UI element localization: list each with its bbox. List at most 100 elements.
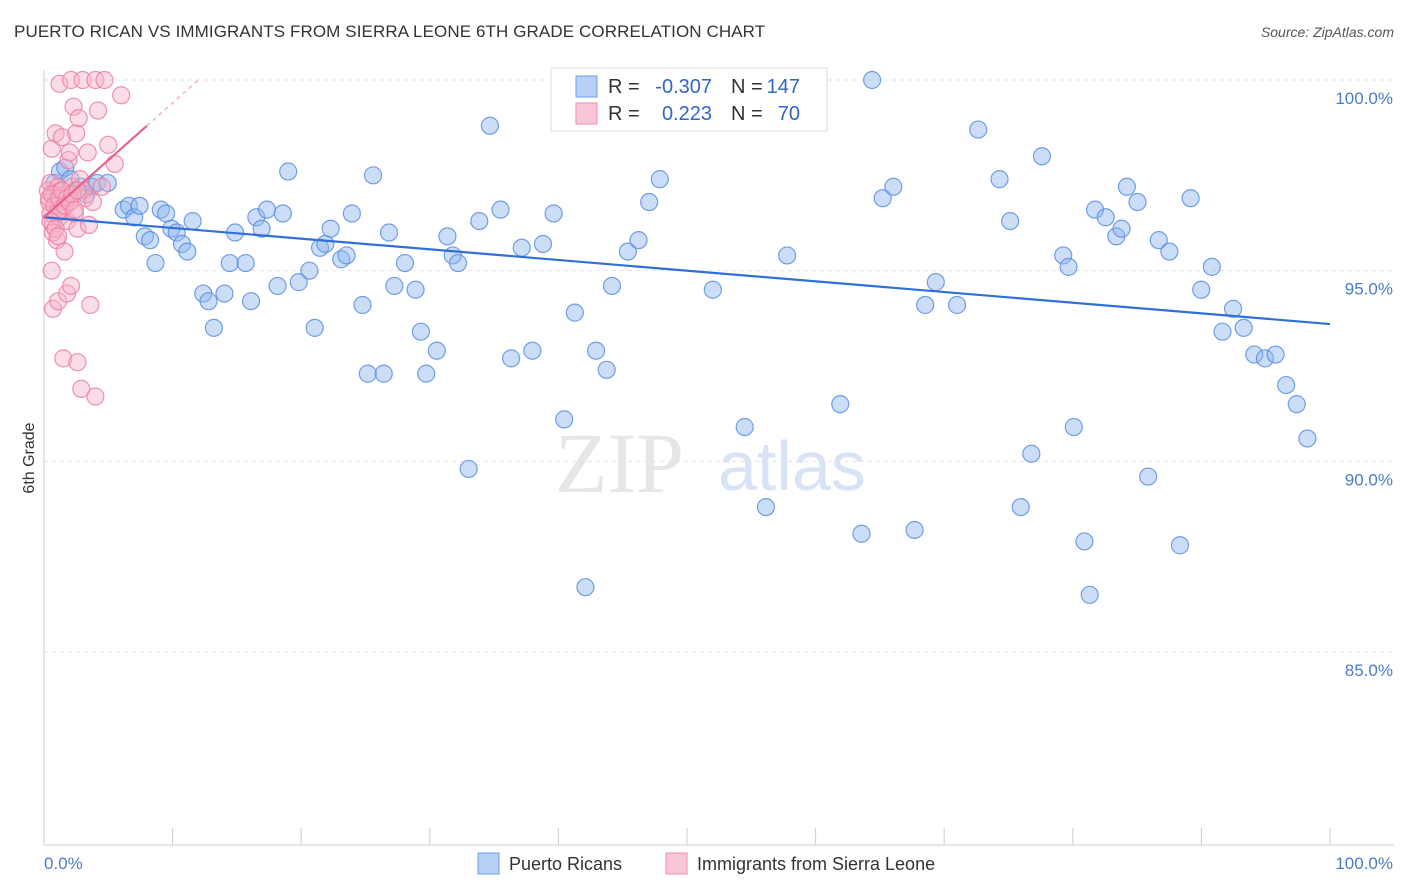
puerto-rican-point-65 <box>502 349 521 368</box>
puerto-rican-point-52 <box>385 276 404 296</box>
puerto-rican-point-120 <box>1202 257 1221 276</box>
stats-r-label-1: R = <box>608 103 640 125</box>
puerto-rican-point-95 <box>926 273 945 292</box>
chart-title: PUERTO RICAN VS IMMIGRANTS FROM SIERRA L… <box>14 22 766 41</box>
puerto-rican-point-26 <box>204 318 223 337</box>
puerto-rican-point-109 <box>1096 208 1115 227</box>
y-tick-label-95: 95.0% <box>1345 280 1393 299</box>
puerto-rican-point-28 <box>220 253 239 273</box>
puerto-rican-point-23 <box>183 211 202 231</box>
puerto-rican-point-71 <box>565 303 584 322</box>
stats-legend: R = -0.307 N = 147 R = 0.223 N = 70 <box>550 67 828 132</box>
puerto-rican-point-42 <box>316 234 335 254</box>
puerto-rican-point-38 <box>289 273 308 292</box>
stats-legend-swatch-pink <box>575 102 598 125</box>
puerto-rican-point-90 <box>862 70 882 90</box>
puerto-rican-point-33 <box>252 219 271 238</box>
puerto-rican-point-72 <box>576 578 595 597</box>
puerto-rican-point-69 <box>544 204 563 223</box>
puerto-rican-point-68 <box>533 234 553 254</box>
stats-r-value-1: 0.223 <box>662 103 712 125</box>
puerto-rican-point-121 <box>1213 322 1232 341</box>
y-axis-title: 6th Grade <box>21 422 38 493</box>
puerto-rican-point-93 <box>905 520 924 540</box>
puerto-rican-point-116 <box>1160 242 1179 261</box>
puerto-rican-point-102 <box>1032 147 1052 166</box>
puerto-rican-point-37 <box>279 162 298 181</box>
puerto-rican-point-53 <box>395 253 415 273</box>
sierra-leone-point-26 <box>60 143 79 162</box>
puerto-rican-point-61 <box>459 459 478 479</box>
puerto-rican-point-113 <box>1128 192 1147 212</box>
sierra-leone-point-36 <box>69 109 88 128</box>
puerto-rican-point-125 <box>1255 349 1275 368</box>
puerto-rican-point-77 <box>629 231 648 250</box>
puerto-rican-point-105 <box>1064 417 1083 437</box>
stats-n-value-1: 70 <box>778 103 800 125</box>
trend-line-sierra-leone-extension <box>146 79 199 127</box>
puerto-rican-point-45 <box>337 246 356 265</box>
series-legend: Puerto Ricans Immigrants from Sierra Leo… <box>477 852 935 875</box>
puerto-rican-point-106 <box>1075 532 1094 551</box>
sierra-leone-point-69 <box>49 227 68 246</box>
puerto-rican-point-30 <box>236 253 255 273</box>
puerto-rican-point-49 <box>364 166 383 185</box>
trend-line-puerto-ricans <box>43 216 1331 326</box>
trend-lines <box>43 79 1331 326</box>
puerto-rican-point-51 <box>379 223 399 242</box>
puerto-rican-point-18 <box>156 204 176 223</box>
puerto-rican-point-11 <box>119 196 139 215</box>
legend-swatch-sierra-leone <box>665 852 688 875</box>
puerto-rican-point-70 <box>555 410 574 429</box>
sierra-leone-point-64 <box>65 200 84 219</box>
sierra-leone-point-51 <box>99 135 118 154</box>
puerto-rican-point-104 <box>1059 257 1078 276</box>
puerto-rican-point-34 <box>257 200 277 219</box>
y-tick-labels: 100.0% 95.0% 90.0% 85.0% <box>1335 89 1393 680</box>
sierra-leone-point-5 <box>42 261 61 280</box>
x-tick-label-0: 0.0% <box>44 854 83 873</box>
puerto-rican-point-129 <box>1298 429 1317 448</box>
x-ticks <box>43 828 1331 845</box>
gridlines <box>44 79 1394 653</box>
sierra-leone-point-45 <box>83 192 102 212</box>
puerto-rican-point-66 <box>512 238 531 257</box>
puerto-rican-point-91 <box>873 189 892 208</box>
legend-label-sierra-leone: Immigrants from Sierra Leone <box>697 854 935 874</box>
puerto-rican-point-115 <box>1149 231 1168 250</box>
puerto-rican-point-83 <box>735 417 754 437</box>
puerto-rican-point-67 <box>523 341 542 360</box>
sierra-leone-point-21 <box>55 242 74 261</box>
puerto-rican-point-96 <box>947 295 967 315</box>
series-sierra-leone <box>38 70 131 406</box>
puerto-rican-point-58 <box>438 227 457 246</box>
puerto-rican-point-114 <box>1139 467 1158 486</box>
stats-n-value-0: 147 <box>767 76 800 98</box>
sierra-leone-point-50 <box>95 70 114 90</box>
y-tick-label-90: 90.0% <box>1345 470 1393 489</box>
stats-r-label-0: R = <box>608 76 640 98</box>
puerto-rican-point-75 <box>602 276 622 296</box>
watermark-atlas: atlas <box>718 427 866 505</box>
puerto-rican-point-99 <box>1001 211 1020 231</box>
puerto-rican-point-124 <box>1245 345 1264 364</box>
puerto-rican-point-27 <box>215 284 234 303</box>
puerto-rican-point-76 <box>618 242 638 261</box>
stats-n-label-0: N = <box>731 76 763 98</box>
puerto-rican-point-100 <box>1011 497 1030 517</box>
puerto-rican-point-47 <box>353 295 372 315</box>
y-tick-label-100: 100.0% <box>1335 89 1393 108</box>
puerto-rican-point-50 <box>374 364 393 383</box>
puerto-rican-point-60 <box>448 253 468 273</box>
watermark-zip: ZIP <box>555 415 684 511</box>
puerto-rican-point-48 <box>358 364 377 383</box>
sierra-leone-point-25 <box>59 150 78 170</box>
sierra-leone-point-65 <box>68 181 87 200</box>
puerto-rican-point-103 <box>1054 246 1073 265</box>
puerto-rican-point-127 <box>1277 375 1296 395</box>
puerto-rican-point-119 <box>1192 280 1211 299</box>
sierra-leone-point-32 <box>65 204 84 223</box>
puerto-rican-point-25 <box>199 292 218 311</box>
puerto-rican-point-126 <box>1266 345 1285 364</box>
stats-n-label-1: N = <box>731 103 763 125</box>
